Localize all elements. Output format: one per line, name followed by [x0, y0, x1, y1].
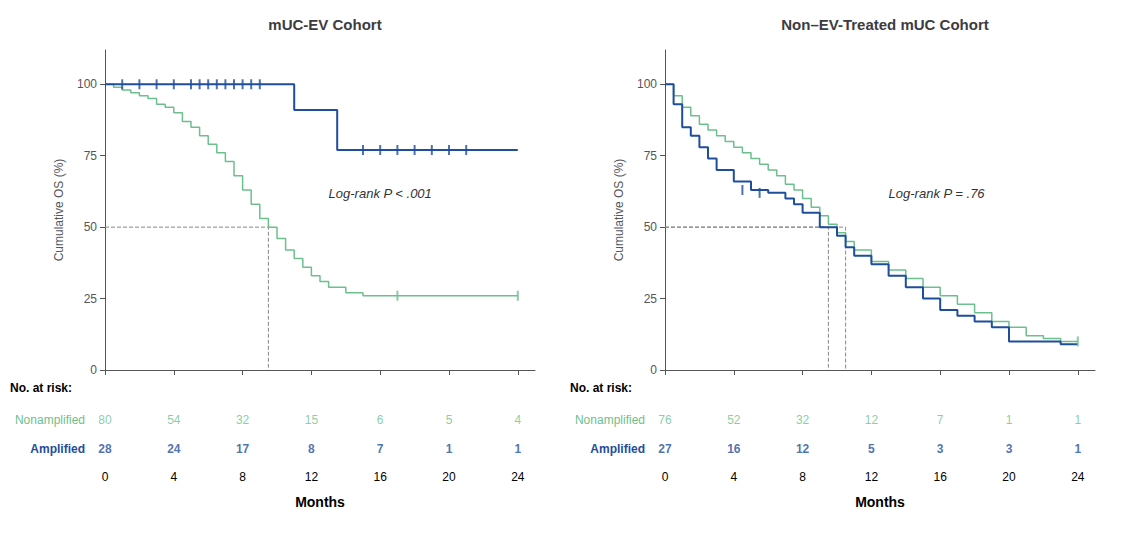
svg-text:50: 50: [84, 220, 98, 234]
svg-text:16: 16: [374, 470, 388, 484]
svg-text:Cumulative OS (%): Cumulative OS (%): [612, 159, 626, 262]
svg-text:25: 25: [644, 292, 658, 306]
svg-text:7: 7: [377, 442, 384, 456]
svg-text:1: 1: [1074, 413, 1081, 427]
svg-text:Nonamplified: Nonamplified: [15, 413, 85, 427]
svg-text:6: 6: [377, 413, 384, 427]
svg-text:1: 1: [514, 442, 521, 456]
svg-text:4: 4: [514, 413, 521, 427]
svg-text:25: 25: [84, 292, 98, 306]
svg-text:1: 1: [1006, 413, 1013, 427]
svg-text:16: 16: [934, 470, 948, 484]
svg-text:8: 8: [308, 442, 315, 456]
svg-text:Amplified: Amplified: [590, 442, 645, 456]
svg-text:0: 0: [102, 470, 109, 484]
svg-text:Amplified: Amplified: [30, 442, 85, 456]
svg-text:Non–EV-Treated mUC Cohort: Non–EV-Treated mUC Cohort: [781, 16, 989, 33]
svg-text:75: 75: [84, 149, 98, 163]
svg-text:1: 1: [446, 442, 453, 456]
svg-text:5: 5: [446, 413, 453, 427]
svg-text:4: 4: [730, 470, 737, 484]
svg-text:Months: Months: [855, 494, 905, 510]
svg-text:20: 20: [442, 470, 456, 484]
svg-text:32: 32: [796, 413, 810, 427]
svg-text:Log-rank P = .76: Log-rank P = .76: [889, 186, 986, 201]
svg-text:54: 54: [167, 413, 181, 427]
svg-text:Cumulative OS (%): Cumulative OS (%): [52, 159, 66, 262]
svg-text:Months: Months: [295, 494, 345, 510]
svg-text:8: 8: [239, 470, 246, 484]
svg-text:16: 16: [727, 442, 741, 456]
svg-text:8: 8: [799, 470, 806, 484]
svg-text:3: 3: [1006, 442, 1013, 456]
svg-text:24: 24: [1071, 470, 1085, 484]
svg-text:80: 80: [98, 413, 112, 427]
svg-text:12: 12: [865, 413, 879, 427]
svg-text:24: 24: [167, 442, 181, 456]
svg-text:15: 15: [305, 413, 319, 427]
svg-text:27: 27: [658, 442, 672, 456]
svg-text:50: 50: [644, 220, 658, 234]
svg-text:24: 24: [511, 470, 525, 484]
svg-text:32: 32: [236, 413, 250, 427]
svg-text:28: 28: [98, 442, 112, 456]
svg-text:No. at risk:: No. at risk:: [570, 381, 632, 395]
svg-text:Nonamplified: Nonamplified: [575, 413, 645, 427]
svg-text:0: 0: [90, 363, 97, 377]
svg-text:12: 12: [865, 470, 879, 484]
svg-text:4: 4: [170, 470, 177, 484]
svg-text:12: 12: [796, 442, 810, 456]
svg-text:100: 100: [77, 77, 97, 91]
svg-text:mUC-EV Cohort: mUC-EV Cohort: [268, 16, 381, 33]
svg-text:100: 100: [637, 77, 657, 91]
svg-text:1: 1: [1074, 442, 1081, 456]
svg-text:17: 17: [236, 442, 250, 456]
svg-text:7: 7: [937, 413, 944, 427]
svg-text:5: 5: [868, 442, 875, 456]
svg-text:76: 76: [658, 413, 672, 427]
svg-text:20: 20: [1002, 470, 1016, 484]
svg-text:75: 75: [644, 149, 658, 163]
svg-text:No. at risk:: No. at risk:: [10, 381, 72, 395]
svg-text:0: 0: [662, 470, 669, 484]
svg-text:12: 12: [305, 470, 319, 484]
svg-text:52: 52: [727, 413, 741, 427]
svg-text:Log-rank P < .001: Log-rank P < .001: [329, 186, 432, 201]
svg-text:0: 0: [650, 363, 657, 377]
svg-text:3: 3: [937, 442, 944, 456]
